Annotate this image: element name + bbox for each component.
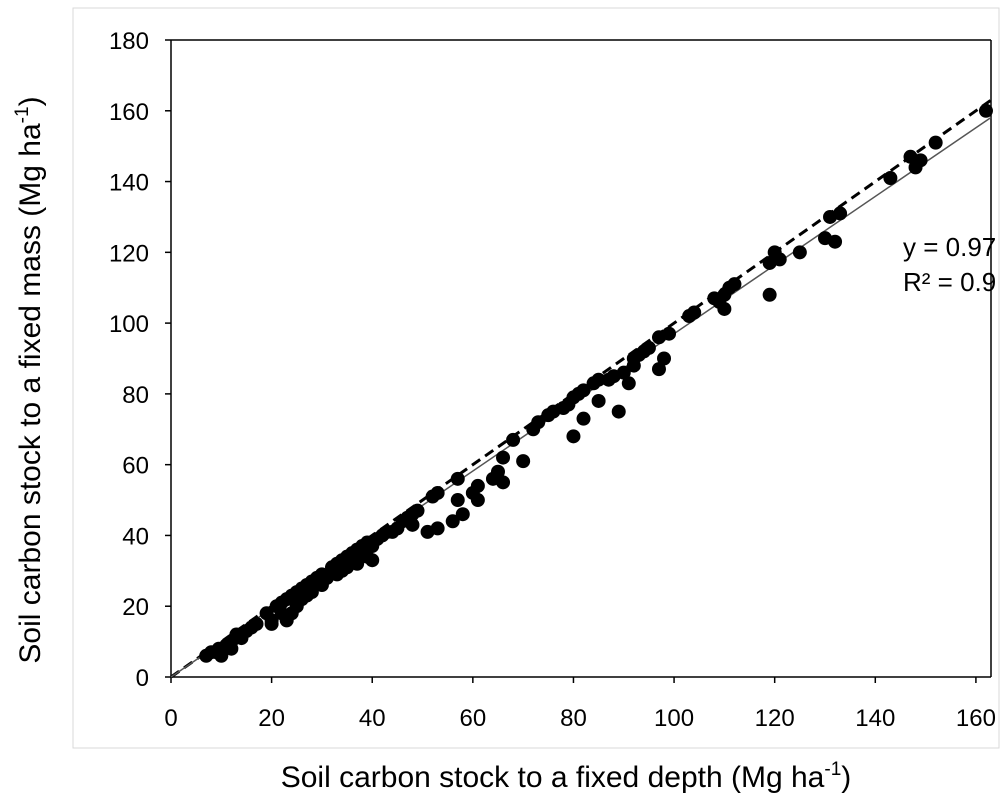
x-axis-title-main: Soil carbon stock to a fixed depth: [281, 761, 723, 794]
data-point: [833, 206, 848, 221]
data-point: [727, 277, 742, 292]
x-tick-label: 140: [855, 705, 895, 732]
data-point: [455, 507, 470, 522]
data-point: [651, 362, 666, 377]
data-point: [828, 234, 843, 249]
data-point: [450, 471, 465, 486]
data-point: [978, 103, 993, 118]
y-tick-label: 40: [122, 523, 149, 550]
data-point: [591, 393, 606, 408]
data-point: [687, 305, 702, 320]
data-point: [657, 351, 672, 366]
data-point: [430, 485, 445, 500]
data-point: [224, 641, 239, 656]
y-tick-label: 180: [109, 28, 149, 55]
data-point: [496, 475, 511, 490]
y-tick-label: 120: [109, 240, 149, 267]
data-point: [470, 478, 485, 493]
data-point: [883, 171, 898, 186]
y-tick-label: 160: [109, 99, 149, 126]
data-point: [591, 372, 606, 387]
y-tick-label: 140: [109, 170, 149, 197]
data-point: [641, 340, 656, 355]
data-point: [470, 493, 485, 508]
data-point: [576, 411, 591, 426]
y-tick-label: 60: [122, 453, 149, 480]
x-tick-label: 20: [258, 705, 285, 732]
data-point: [405, 517, 420, 532]
x-tick-label: 60: [459, 705, 486, 732]
data-point: [214, 648, 229, 663]
x-tick-label: 0: [164, 705, 177, 732]
x-tick-label: 80: [560, 705, 587, 732]
data-point: [264, 616, 279, 631]
y-axis-title-unit: (Mg ha: [14, 123, 47, 217]
data-point: [772, 252, 787, 267]
data-point: [410, 503, 425, 518]
x-axis-title-unit: (Mg ha: [731, 761, 825, 794]
y-tick-label: 100: [109, 311, 149, 338]
data-point: [662, 326, 677, 341]
data-point: [762, 287, 777, 302]
data-point: [445, 514, 460, 529]
data-point: [566, 429, 581, 444]
data-point: [576, 383, 591, 398]
data-point: [496, 450, 511, 465]
chart-area-border: [72, 7, 1000, 749]
plot-layer: 0 20 40 60 80 100 120 140 160 180 0 20 40 60 80 100 120 1…: [109, 28, 996, 732]
data-point: [621, 376, 636, 391]
x-tick-label: 40: [359, 705, 386, 732]
y-axis-title: Soil carbon stock to a fixed mass (Mg ha…: [12, 96, 47, 663]
y-tick-label: 80: [122, 382, 149, 409]
data-point: [490, 464, 505, 479]
data-point: [531, 415, 546, 430]
data-point: [928, 135, 943, 150]
x-axis-title: Soil carbon stock to a fixed depth (Mg h…: [281, 759, 852, 794]
data-point: [516, 454, 531, 469]
data-point: [430, 521, 445, 536]
equation-line-2: R² = 0.9: [903, 267, 996, 297]
y-tick-label: 0: [136, 665, 149, 692]
y-axis-title-main: Soil carbon stock to a fixed mass: [14, 225, 47, 664]
data-point: [365, 553, 380, 568]
x-tick-label: 100: [654, 705, 694, 732]
data-point: [304, 585, 319, 600]
data-point: [792, 245, 807, 260]
y-axis-title-close: ): [14, 96, 47, 106]
data-point: [616, 365, 631, 380]
data-point: [450, 493, 465, 508]
y-axis-title-exp: -1: [12, 106, 33, 123]
data-point: [350, 556, 365, 571]
data-point: [506, 432, 521, 447]
x-axis-title-exp: -1: [824, 759, 841, 780]
x-tick-label: 160: [956, 705, 996, 732]
data-point: [717, 301, 732, 316]
equation-line-1: y = 0.97: [903, 232, 996, 262]
y-tick-label: 20: [122, 594, 149, 621]
data-point: [913, 153, 928, 168]
x-axis-title-close: ): [841, 761, 851, 794]
x-tick-label: 120: [755, 705, 795, 732]
data-point: [611, 404, 626, 419]
data-point: [249, 616, 264, 631]
